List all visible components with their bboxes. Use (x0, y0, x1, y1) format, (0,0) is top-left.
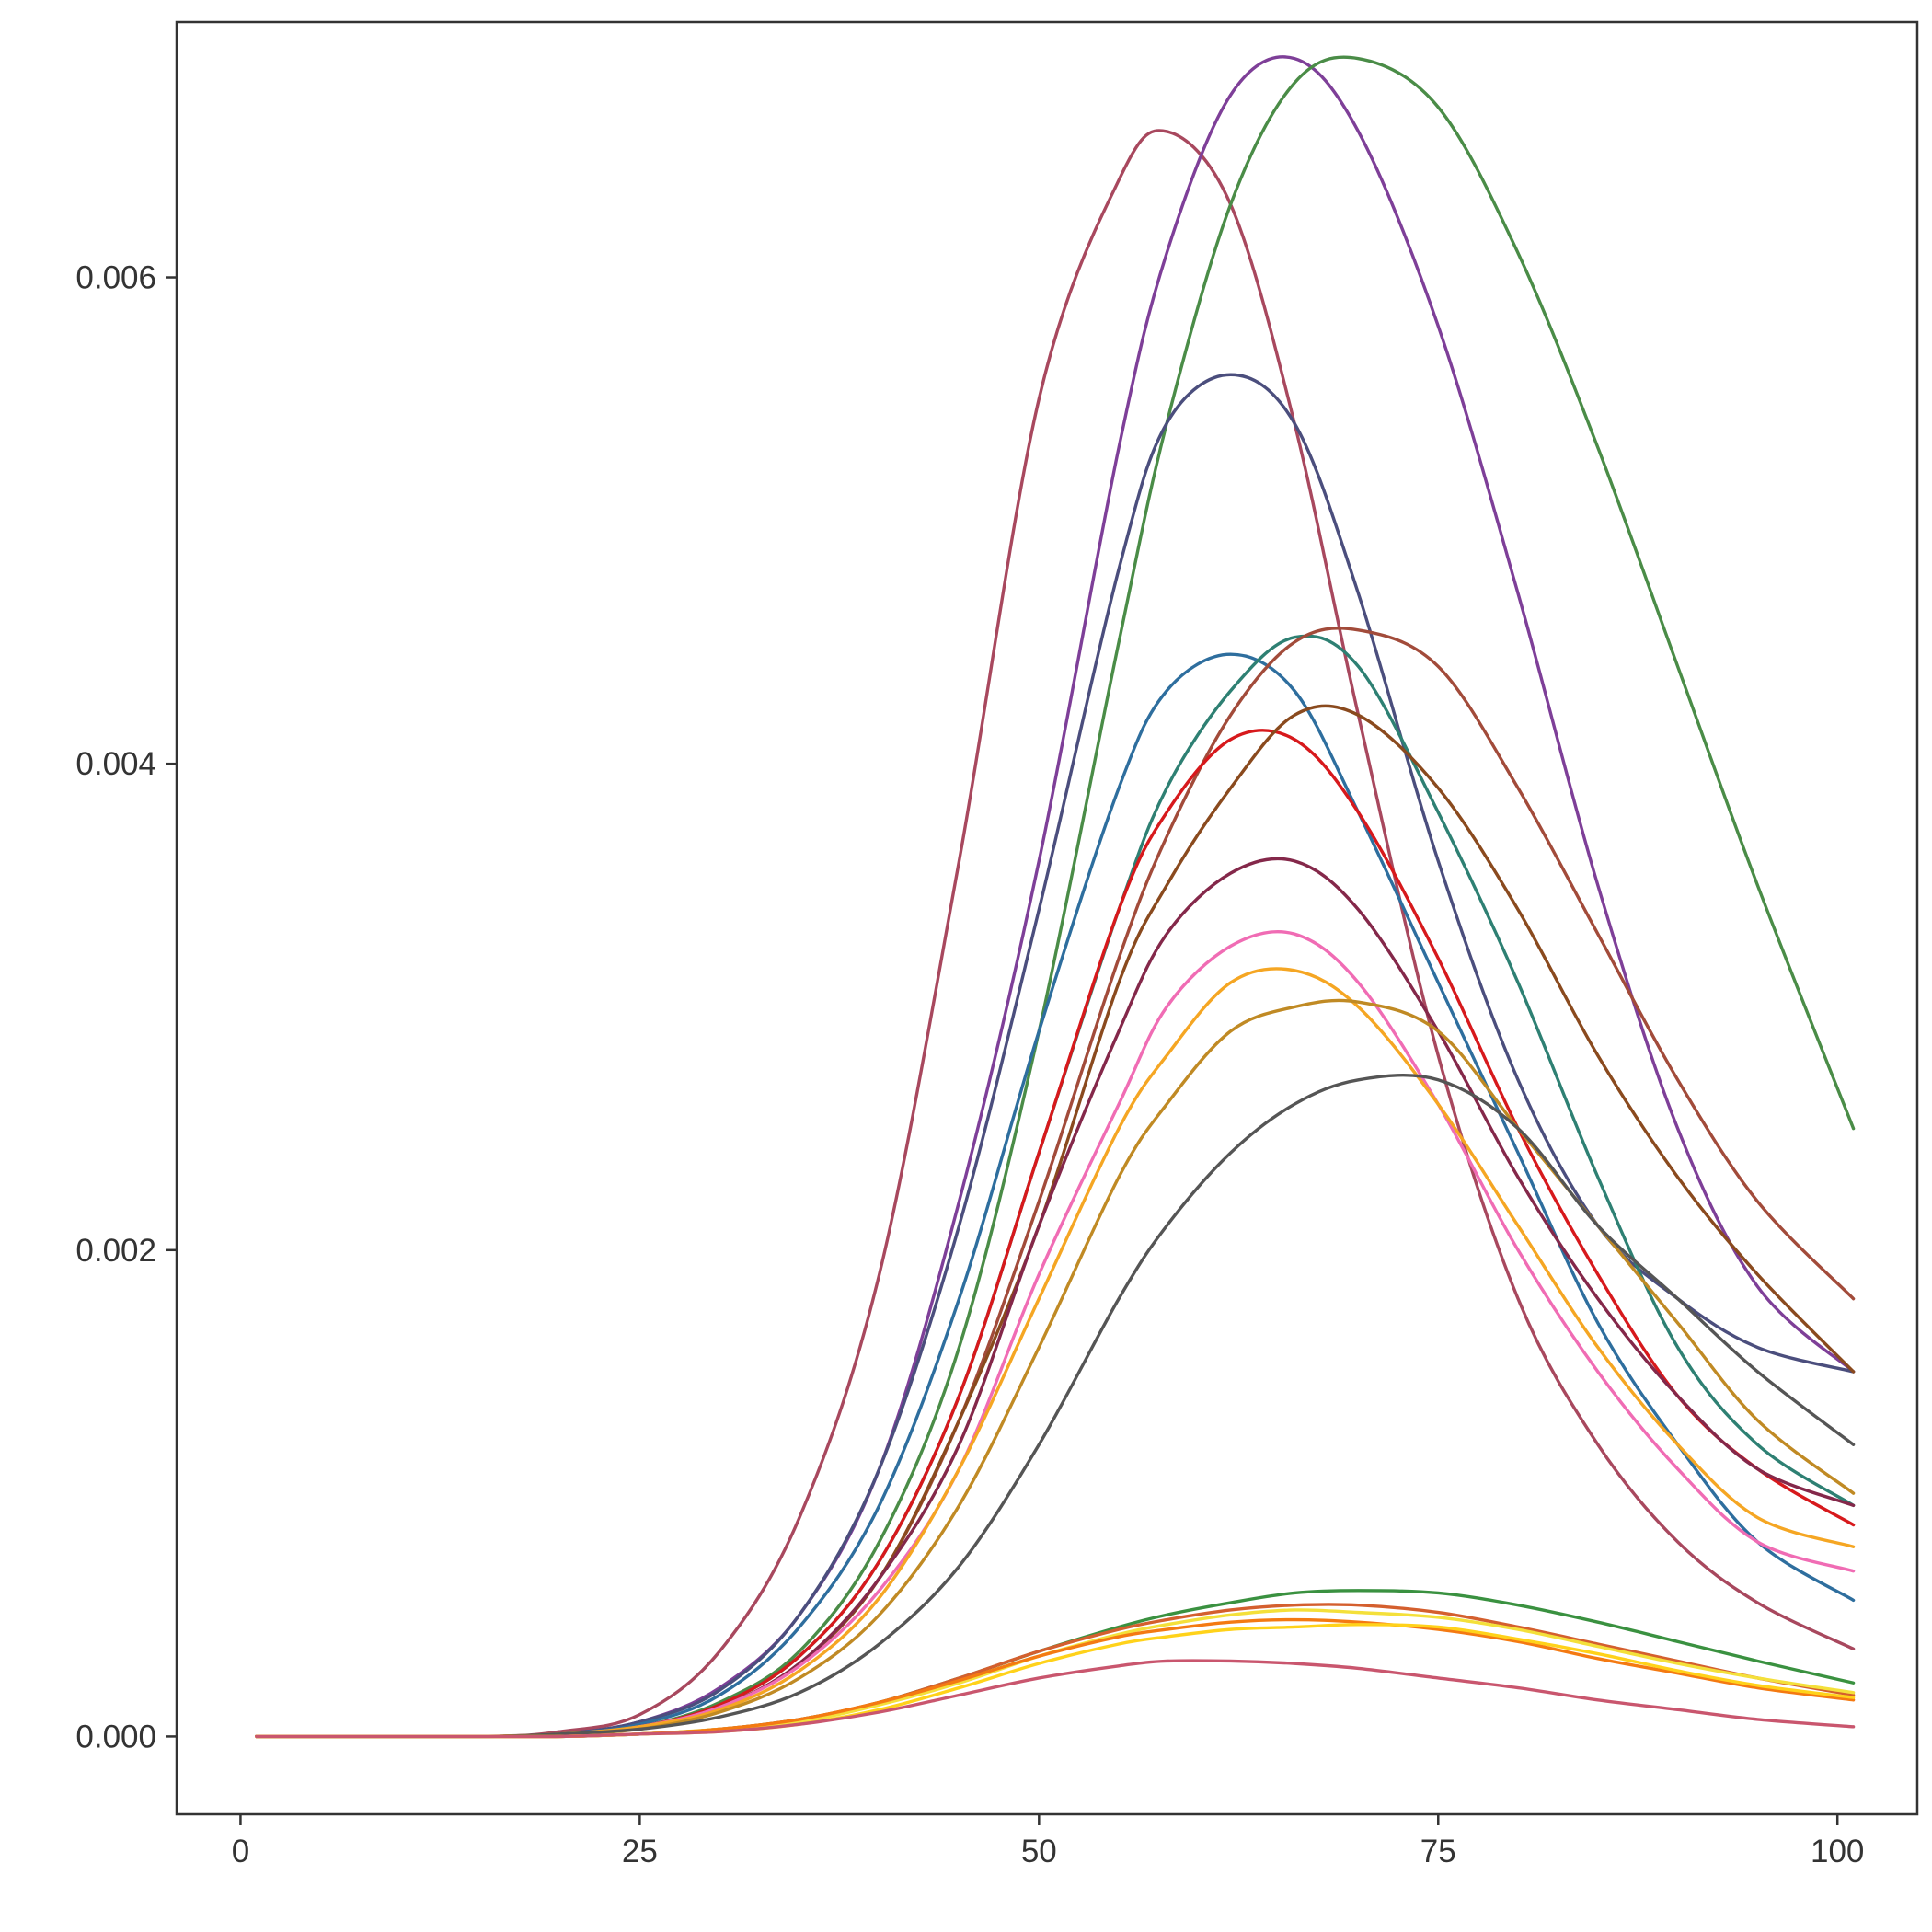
series-line-4 (255, 373, 1856, 1739)
x-tick-label-0: 0 (232, 1834, 249, 1869)
series-line-14 (255, 1073, 1856, 1739)
series-line-20 (255, 1659, 1856, 1739)
y-tick-label-1: 0.002 (75, 1233, 156, 1269)
y-tick-label-0: 0.000 (75, 1719, 156, 1754)
x-tick-label-75: 75 (1420, 1834, 1456, 1869)
series-line-12 (255, 967, 1856, 1739)
series-line-2 (255, 55, 1856, 1739)
x-tick-label-25: 25 (622, 1834, 658, 1869)
plot-panel-background (177, 22, 1917, 1814)
series-line-3 (255, 55, 1856, 1739)
y-tick-label-2: 0.004 (75, 746, 156, 782)
x-tick-label-100: 100 (1811, 1834, 1864, 1869)
plot-panel-border (175, 20, 1919, 1816)
series-line-1 (255, 129, 1856, 1739)
x-tick-label-50: 50 (1021, 1834, 1057, 1869)
series-line-5 (255, 652, 1856, 1739)
series-layer (255, 55, 1856, 1739)
x-axis: 0 25 50 75 100 (232, 1814, 1864, 1869)
y-axis: 0.000 0.002 0.004 0.006 (75, 260, 177, 1754)
y-tick-label-3: 0.006 (75, 260, 156, 296)
